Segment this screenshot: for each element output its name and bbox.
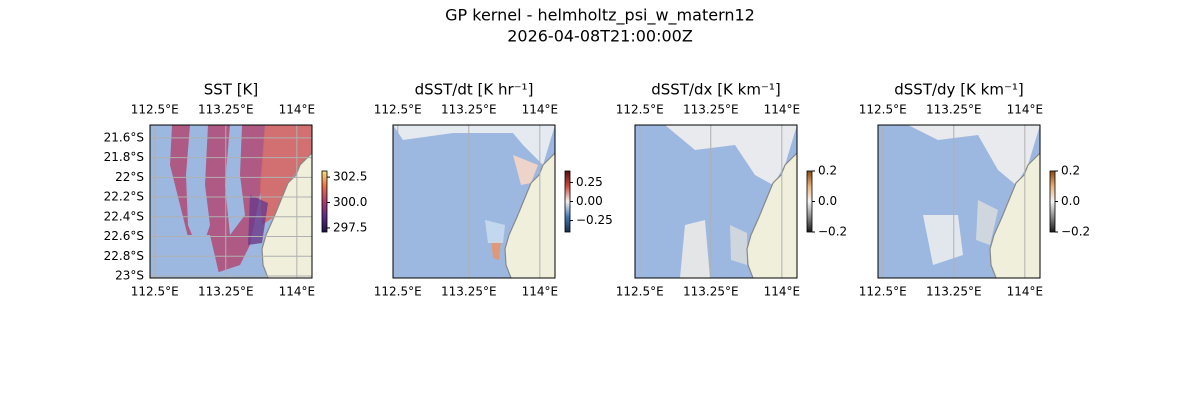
map xyxy=(635,125,797,278)
colorbar-tick-label: 0.2 xyxy=(1061,164,1080,178)
field-patch xyxy=(730,225,747,265)
x-tick-label-top: 114°E xyxy=(764,103,801,117)
x-tick-label-top: 112.5°E xyxy=(131,103,179,117)
colorbar-tick-label: 302.5 xyxy=(333,170,367,184)
x-tick-label-top: 114°E xyxy=(522,103,559,117)
figure-subtitle: 2026-04-08T21:00:00Z xyxy=(507,27,693,46)
field-patch xyxy=(665,125,797,185)
x-tick-label: 112.5°E xyxy=(131,285,179,299)
map xyxy=(878,125,1040,278)
colorbar-tick-label: 0.00 xyxy=(576,194,603,208)
x-tick-label: 112.5°E xyxy=(616,285,664,299)
field-patch xyxy=(248,195,268,245)
x-tick-label: 113.25°E xyxy=(441,285,497,299)
y-tick-label: 22.4°S xyxy=(104,209,144,223)
frame xyxy=(149,124,313,279)
colorbar-tick-label: 300.0 xyxy=(333,195,367,209)
x-tick-label: 114°E xyxy=(522,285,559,299)
y-tick-label: 22°S xyxy=(115,170,144,184)
x-tick-label-top: 113.25°E xyxy=(926,103,982,117)
field-patch xyxy=(923,215,963,265)
colorbar-tick-label: 0.0 xyxy=(818,194,837,208)
land xyxy=(262,153,312,278)
y-tick-label: 22.8°S xyxy=(104,249,144,263)
colorbar xyxy=(806,170,813,233)
x-tick-label: 114°E xyxy=(1007,285,1044,299)
x-tick-label-top: 112.5°E xyxy=(859,103,907,117)
land xyxy=(505,153,555,278)
field-patch xyxy=(260,125,312,225)
land xyxy=(747,153,797,278)
coastline xyxy=(989,152,1040,278)
x-tick-label: 112.5°E xyxy=(374,285,422,299)
figure-title: GP kernel - helmholtz_psi_w_matern12 xyxy=(445,6,755,26)
x-tick-label: 113.25°E xyxy=(198,285,254,299)
frame xyxy=(634,124,798,279)
coastline xyxy=(746,152,797,278)
x-tick-label-top: 114°E xyxy=(1007,103,1044,117)
frame xyxy=(392,124,556,279)
field-patch xyxy=(976,200,998,245)
x-tick-label: 114°E xyxy=(279,285,316,299)
x-tick-label-top: 114°E xyxy=(279,103,316,117)
colorbar-tick-label: −0.25 xyxy=(576,213,613,227)
colorbar-tick-label: 0.2 xyxy=(818,164,837,178)
x-tick-label-top: 112.5°E xyxy=(616,103,664,117)
x-tick-label: 114°E xyxy=(764,285,801,299)
map xyxy=(150,125,312,278)
x-tick-label: 113.25°E xyxy=(683,285,739,299)
field-patch xyxy=(680,220,710,278)
x-tick-label-top: 112.5°E xyxy=(374,103,422,117)
x-tick-label: 113.25°E xyxy=(926,285,982,299)
panel-title: dSST/dy [K km⁻¹] xyxy=(894,81,1024,99)
x-tick-label-top: 113.25°E xyxy=(441,103,497,117)
x-tick-label-top: 113.25°E xyxy=(198,103,254,117)
field-patch xyxy=(908,125,1040,185)
frame xyxy=(877,124,1041,279)
y-tick-label: 23°S xyxy=(115,269,144,283)
colorbar-tick-label: 297.5 xyxy=(333,220,367,234)
field-patch xyxy=(485,220,505,243)
coastline xyxy=(504,152,555,278)
panel-title: dSST/dt [K hr⁻¹] xyxy=(415,81,534,99)
y-tick-label: 21.8°S xyxy=(104,150,144,164)
y-tick-label: 22.6°S xyxy=(104,229,144,243)
colorbar xyxy=(564,170,571,233)
y-tick-label: 21.6°S xyxy=(104,130,144,144)
field-patch xyxy=(513,155,538,185)
colorbar xyxy=(321,170,328,233)
land xyxy=(990,153,1040,278)
colorbar-tick-label: −0.2 xyxy=(818,225,847,239)
field-patch xyxy=(491,240,501,260)
y-tick-label: 22.2°S xyxy=(104,190,144,204)
colorbar-tick-label: 0.0 xyxy=(1061,194,1080,208)
map xyxy=(393,125,555,278)
x-tick-label-top: 113.25°E xyxy=(683,103,739,117)
colorbar-tick-label: 0.25 xyxy=(576,175,603,189)
field-patch xyxy=(225,125,245,235)
x-tick-label: 112.5°E xyxy=(859,285,907,299)
coastline xyxy=(261,152,312,278)
colorbar xyxy=(1049,170,1056,233)
panel-title: SST [K] xyxy=(204,81,259,99)
field-patch xyxy=(393,125,555,165)
panel-title: dSST/dx [K km⁻¹] xyxy=(651,81,781,99)
colorbar-tick-label: −0.2 xyxy=(1061,225,1090,239)
